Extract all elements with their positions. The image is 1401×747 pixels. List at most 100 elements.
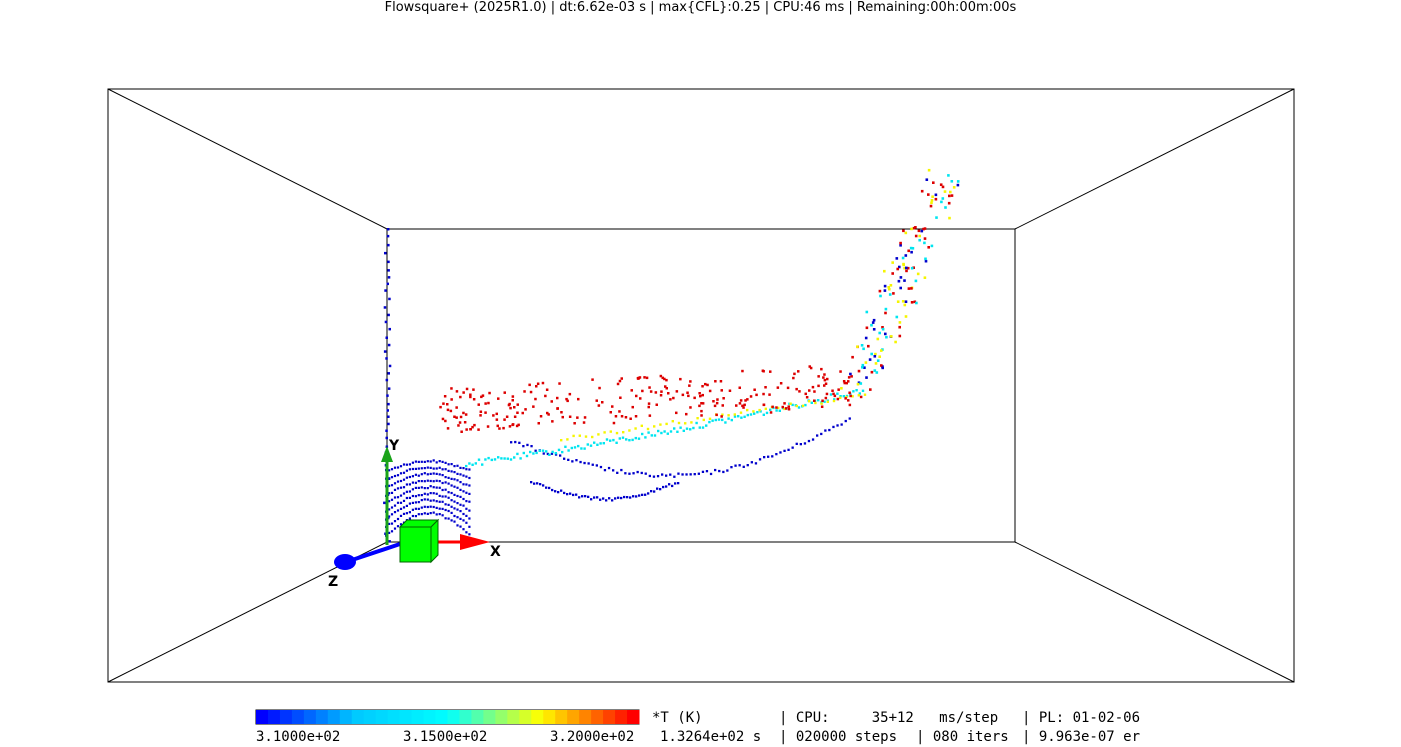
particle	[450, 499, 453, 502]
particle	[847, 399, 850, 402]
particle	[387, 343, 391, 347]
particle	[787, 405, 790, 408]
particle	[836, 392, 839, 395]
particle	[455, 390, 459, 393]
particle	[405, 463, 408, 466]
particle	[572, 434, 575, 438]
particle	[647, 402, 651, 405]
particle	[484, 411, 487, 414]
particle	[561, 415, 564, 419]
particle	[740, 416, 743, 419]
particle	[629, 496, 632, 499]
particle	[608, 497, 611, 500]
particle	[714, 418, 717, 422]
particle	[797, 406, 801, 409]
particle	[700, 409, 703, 413]
particle	[612, 438, 615, 442]
particle	[589, 444, 593, 447]
particle	[884, 311, 887, 315]
particle	[393, 504, 397, 507]
particle	[758, 408, 761, 412]
particle	[542, 484, 545, 487]
particle	[701, 470, 705, 473]
particle	[457, 424, 460, 427]
particle	[755, 393, 758, 397]
particle	[708, 389, 712, 393]
particle	[446, 408, 450, 412]
particle	[595, 464, 598, 467]
particle	[438, 473, 441, 476]
particle	[429, 505, 432, 508]
particle	[388, 508, 391, 511]
particle	[721, 418, 724, 422]
particle	[386, 282, 389, 286]
particle	[899, 276, 903, 279]
particle	[839, 396, 842, 399]
particle	[665, 485, 668, 488]
particle	[867, 344, 870, 348]
particle	[721, 413, 724, 416]
particle	[399, 486, 403, 489]
particle	[654, 391, 658, 394]
particle	[845, 381, 848, 385]
colorbar-swatch	[627, 710, 640, 724]
particle	[516, 403, 519, 406]
particle	[779, 382, 783, 385]
particle	[450, 519, 453, 522]
particle	[384, 251, 387, 255]
status-cpu: | CPU: 35+12 ms/step	[779, 710, 998, 726]
particle	[405, 490, 408, 493]
particle	[444, 503, 447, 506]
particle	[777, 406, 780, 410]
particle	[614, 415, 618, 418]
particle	[550, 400, 553, 403]
particle	[677, 472, 680, 475]
particle	[414, 507, 417, 510]
particle	[557, 448, 561, 452]
particle	[672, 396, 675, 400]
particle	[823, 378, 827, 382]
particle	[417, 486, 420, 489]
particle	[597, 404, 601, 407]
particle	[573, 446, 577, 449]
particle	[644, 436, 647, 439]
particle	[446, 403, 449, 406]
particle	[602, 497, 605, 500]
particle	[523, 390, 526, 393]
particle	[860, 344, 864, 347]
particle	[444, 508, 447, 512]
particle	[420, 494, 423, 497]
particle	[863, 366, 866, 369]
particle	[402, 478, 406, 481]
particle	[464, 413, 468, 416]
particle	[490, 458, 493, 462]
particle	[714, 380, 717, 383]
particle	[653, 490, 656, 493]
particle	[931, 195, 934, 198]
particle	[903, 266, 906, 270]
particle	[534, 449, 537, 452]
particle	[459, 481, 462, 484]
particle	[513, 415, 517, 418]
particle	[583, 416, 587, 419]
particle	[705, 424, 708, 427]
particle	[824, 382, 828, 385]
particle	[388, 484, 391, 487]
particle	[898, 265, 901, 269]
particle	[941, 197, 945, 200]
colorbar-swatch	[291, 710, 305, 724]
particle	[438, 513, 441, 516]
particle	[702, 418, 705, 422]
particle	[622, 431, 625, 434]
particle	[459, 517, 462, 520]
particle	[706, 383, 709, 387]
particle	[793, 372, 796, 376]
particle	[605, 499, 608, 502]
particle	[684, 422, 687, 425]
particle	[664, 385, 667, 388]
particle	[692, 426, 695, 430]
particle	[699, 394, 702, 398]
particle	[883, 269, 886, 273]
particle	[675, 390, 679, 393]
